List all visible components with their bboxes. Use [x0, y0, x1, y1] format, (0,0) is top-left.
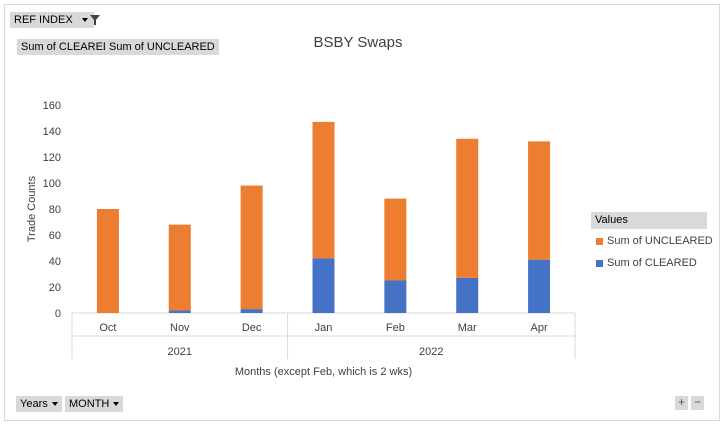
ref-index-filter-button[interactable]: REF INDEX [10, 12, 100, 28]
chart-title: BSBY Swaps [314, 34, 403, 51]
y-tick-label: 40 [49, 256, 61, 268]
bar-sum-of-uncleared [240, 185, 263, 310]
x-tick-label: Apr [531, 322, 548, 334]
ref-index-filter-label: REF INDEX [14, 14, 73, 26]
filter-funnel-icon [90, 15, 100, 21]
y-tick-label: 80 [49, 204, 61, 216]
bar-sum-of-uncleared [384, 198, 407, 281]
sum-of-uncleared-field-button[interactable]: Sum of UNCLEARED [105, 39, 219, 55]
expand-field-button[interactable]: + [675, 396, 688, 410]
x-tick-label: Jan [315, 322, 333, 334]
x-tick-label: Nov [170, 322, 190, 334]
legend-label-cleared: Sum of CLEARED [607, 257, 697, 269]
bar-sum-of-cleared [312, 258, 335, 313]
bar-sum-of-uncleared [96, 209, 119, 313]
bar-sum-of-uncleared [456, 138, 479, 278]
bar-sum-of-cleared [240, 309, 263, 313]
x-tick-label: Oct [99, 322, 116, 334]
x-group-label: 2021 [168, 346, 192, 358]
y-axis-title: Trade Counts [26, 175, 38, 242]
month-field-button[interactable]: MONTH [65, 396, 124, 412]
bar-sum-of-cleared [456, 277, 479, 313]
y-tick-label: 160 [43, 100, 61, 112]
sum-of-cleared-field-button[interactable]: Sum of CLEARED [17, 39, 115, 55]
legend-title: Values [591, 212, 707, 229]
bar-sum-of-uncleared [168, 224, 191, 311]
dropdown-arrow-icon [81, 18, 88, 23]
legend-swatch-cleared [596, 259, 603, 267]
x-axis-title: Months (except Feb, which is 2 wks) [235, 366, 412, 378]
legend-swatch-uncleared [596, 237, 603, 245]
years-field-label: Years [20, 398, 48, 410]
legend-item-uncleared[interactable]: Sum of UNCLEARED [596, 234, 713, 248]
y-tick-label: 100 [43, 178, 61, 190]
bar-sum-of-uncleared [312, 121, 335, 259]
x-tick-label: Mar [458, 322, 477, 334]
y-tick-label: 120 [43, 152, 61, 164]
years-field-button[interactable]: Years [16, 396, 62, 412]
legend-item-cleared[interactable]: Sum of CLEARED [596, 256, 697, 270]
bar-sum-of-cleared [168, 310, 191, 313]
y-tick-label: 140 [43, 126, 61, 138]
y-tick-label: 60 [49, 230, 61, 242]
dropdown-arrow-icon [51, 402, 58, 407]
bar-sum-of-uncleared [528, 141, 551, 260]
x-tick-label: Dec [242, 322, 262, 334]
y-tick-label: 20 [49, 282, 61, 294]
legend-label-uncleared: Sum of UNCLEARED [607, 235, 713, 247]
collapse-field-button[interactable]: − [691, 396, 704, 410]
bar-sum-of-cleared [384, 280, 407, 313]
x-tick-label: Feb [386, 322, 405, 334]
y-tick-label: 0 [55, 308, 61, 320]
x-group-label: 2022 [419, 346, 443, 358]
dropdown-arrow-icon [113, 402, 120, 407]
bar-sum-of-cleared [528, 259, 551, 313]
month-field-label: MONTH [69, 398, 110, 410]
